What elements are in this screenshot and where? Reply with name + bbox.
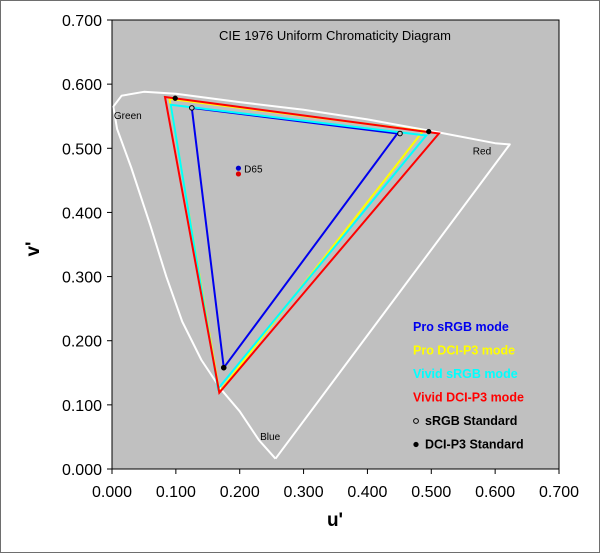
x-axis-label: u': [327, 510, 343, 531]
legend-entry-0: Pro sRGB mode: [413, 320, 509, 334]
x-tick-label: 0.600: [475, 484, 515, 501]
x-tick-label: 0.400: [347, 484, 387, 501]
legend-entry-2: Vivid sRGB mode: [413, 367, 518, 381]
spectral-locus: [112, 90, 511, 460]
gamut-triangle-0: [190, 106, 400, 371]
region-labels-layer: Green Red Blue D65: [114, 111, 491, 443]
region-label-green: Green: [114, 111, 142, 122]
chart-title: CIE 1976 Uniform Chromaticity Diagram: [219, 28, 451, 43]
y-tick-label: 0.600: [62, 77, 102, 94]
y-tick-label: 0.500: [62, 141, 102, 158]
legend: Pro sRGB mode Pro DCI-P3 mode Vivid sRGB m…: [413, 320, 524, 452]
x-tick-label: 0.500: [411, 484, 451, 501]
region-label-blue: Blue: [260, 432, 280, 443]
legend-marker-4: [413, 418, 419, 424]
y-tick-label: 0.700: [62, 13, 102, 30]
dci-p3-standard-point-0: [172, 95, 178, 101]
x-tick-label: 0.200: [220, 484, 260, 501]
legend-entry-1: Pro DCI-P3 mode: [413, 344, 515, 358]
y-tick-label: 0.300: [62, 270, 102, 287]
legend-entry-3: Vivid DCI-P3 mode: [413, 391, 524, 405]
region-label-red: Red: [473, 147, 491, 158]
standard-points-layer: [172, 95, 432, 371]
dci-p3-standard-point-2: [221, 365, 227, 371]
gamut-series-layer: [163, 95, 441, 395]
x-tick-label: 0.700: [539, 484, 579, 501]
legend-entry-5: DCI-P3 Standard: [425, 438, 524, 452]
y-tick-label: 0.100: [62, 398, 102, 415]
y-tick-label: 0.200: [62, 334, 102, 351]
gamut-triangle-3: [163, 95, 441, 395]
x-tick-label: 0.000: [92, 484, 132, 501]
spectral-locus-layer: [112, 90, 511, 460]
gamut-triangle-2: [169, 103, 429, 392]
axis-ticks-layer: 0.000 0.100 0.200 0.300 0.400 0.500 0.600 0.700…: [62, 13, 579, 501]
legend-entry-4: sRGB Standard: [425, 414, 517, 428]
white-point-0: [235, 165, 242, 171]
white-point-1: [235, 171, 242, 177]
y-tick-label: 0.000: [62, 462, 102, 479]
region-label-d65: D65: [244, 165, 263, 176]
x-tick-label: 0.300: [284, 484, 324, 501]
legend-marker-5: [413, 441, 419, 448]
y-axis-label: v': [23, 241, 44, 256]
dci-p3-standard-point-1: [426, 128, 432, 135]
x-tick-label: 0.100: [156, 484, 196, 501]
y-tick-label: 0.400: [62, 205, 102, 222]
srgb-standard-point-1: [397, 130, 403, 137]
srgb-standard-point-0: [189, 105, 195, 111]
